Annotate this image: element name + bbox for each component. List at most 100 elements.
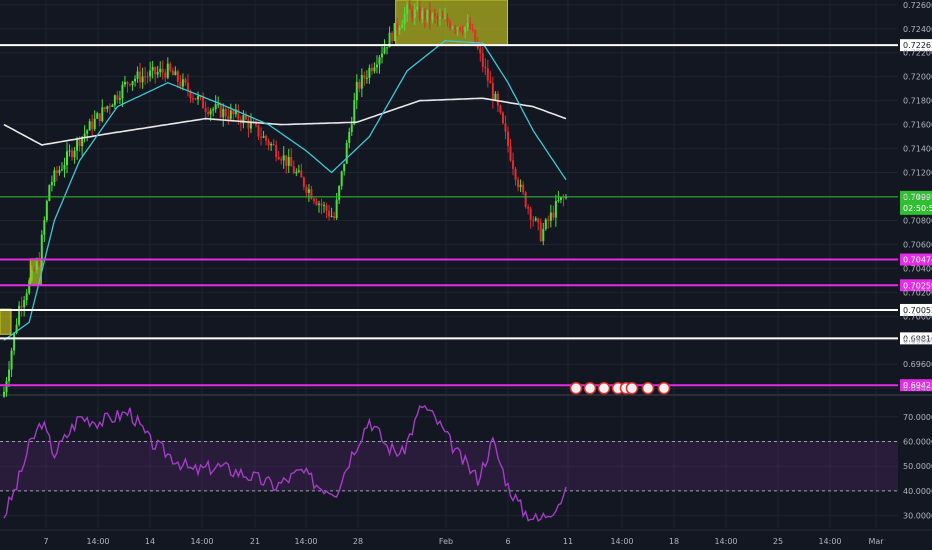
time-tick-label: 18 [669, 537, 679, 546]
candle-body [315, 201, 318, 205]
candle [257, 124, 260, 141]
candle-body [60, 169, 63, 171]
candle-body [333, 216, 336, 219]
candle [449, 19, 452, 31]
candle-body [229, 110, 232, 119]
candle [93, 110, 96, 132]
candle [33, 266, 36, 272]
candle-body [398, 27, 401, 31]
candle-body [413, 9, 416, 18]
event-flag-icon [597, 381, 611, 395]
candle-body [496, 93, 499, 106]
candle [118, 90, 121, 105]
candle-body [71, 150, 74, 158]
candle [113, 94, 116, 110]
candle [444, 7, 446, 20]
candle [232, 109, 235, 121]
candle-body [466, 23, 469, 28]
candle [519, 179, 522, 192]
candle-body [431, 14, 434, 20]
candle-body [481, 53, 484, 67]
candle-body [358, 81, 361, 89]
candle-body [249, 122, 252, 129]
candle-body [335, 199, 338, 219]
candle [431, 12, 434, 24]
candle [436, 12, 439, 27]
candle-body [381, 53, 383, 58]
candle-body [375, 64, 378, 68]
candle [169, 62, 172, 73]
candle [63, 157, 66, 178]
candle [76, 136, 79, 160]
candle [244, 111, 247, 121]
candle-body [38, 260, 41, 265]
candle-body [320, 203, 323, 206]
candle [484, 58, 487, 76]
candle [197, 91, 200, 105]
candle [207, 106, 210, 117]
candle-body [340, 171, 343, 187]
candle-body [8, 369, 11, 382]
level-price-label: 0.69425 [903, 381, 932, 390]
candle [91, 114, 94, 136]
candle-body [184, 79, 187, 83]
candle-body [270, 143, 273, 146]
candle-body [118, 98, 121, 100]
candle [325, 202, 328, 219]
candle [8, 361, 11, 387]
candle-body [302, 177, 305, 187]
current-price-tag [900, 190, 932, 215]
candle [542, 222, 545, 246]
candle [164, 69, 167, 83]
candle [270, 141, 273, 151]
candle-body [81, 136, 84, 147]
candle-body [464, 27, 467, 33]
candle [403, 6, 406, 32]
candle-body [408, 4, 411, 10]
time-tick-label: 7 [43, 537, 48, 546]
candle-body [537, 218, 540, 223]
candle [398, 25, 401, 35]
candle [307, 184, 310, 202]
candle [292, 160, 295, 174]
time-tick-label: 14:00 [294, 537, 317, 546]
candle [461, 24, 464, 36]
candle [159, 61, 162, 77]
candle-body [108, 106, 111, 108]
candle [522, 181, 525, 196]
candle-body [176, 71, 179, 82]
candle [86, 129, 89, 142]
candle-body [451, 27, 454, 29]
candle [340, 170, 343, 190]
candle [481, 47, 484, 73]
candle [474, 29, 477, 45]
candle-body [161, 68, 164, 73]
candle [544, 217, 547, 231]
candle [295, 168, 298, 177]
candles [3, 0, 567, 398]
candle-body [449, 22, 452, 29]
candle [320, 198, 323, 215]
candle [348, 127, 351, 149]
candle [305, 184, 308, 198]
candle-body [98, 113, 101, 122]
candle [121, 81, 124, 108]
time-tick-label: Feb [439, 537, 453, 546]
sma-fast-line [3, 40, 567, 341]
candle-body [509, 145, 512, 161]
candle-body [217, 104, 220, 106]
candle [10, 347, 13, 377]
candle [184, 77, 187, 87]
candle-body [539, 222, 542, 242]
candle-body [159, 68, 162, 73]
candle-body [232, 110, 235, 115]
candle [464, 26, 467, 39]
candle-body [416, 6, 419, 10]
candle [466, 14, 469, 32]
event-markers [569, 381, 671, 395]
candle-body [106, 106, 109, 110]
